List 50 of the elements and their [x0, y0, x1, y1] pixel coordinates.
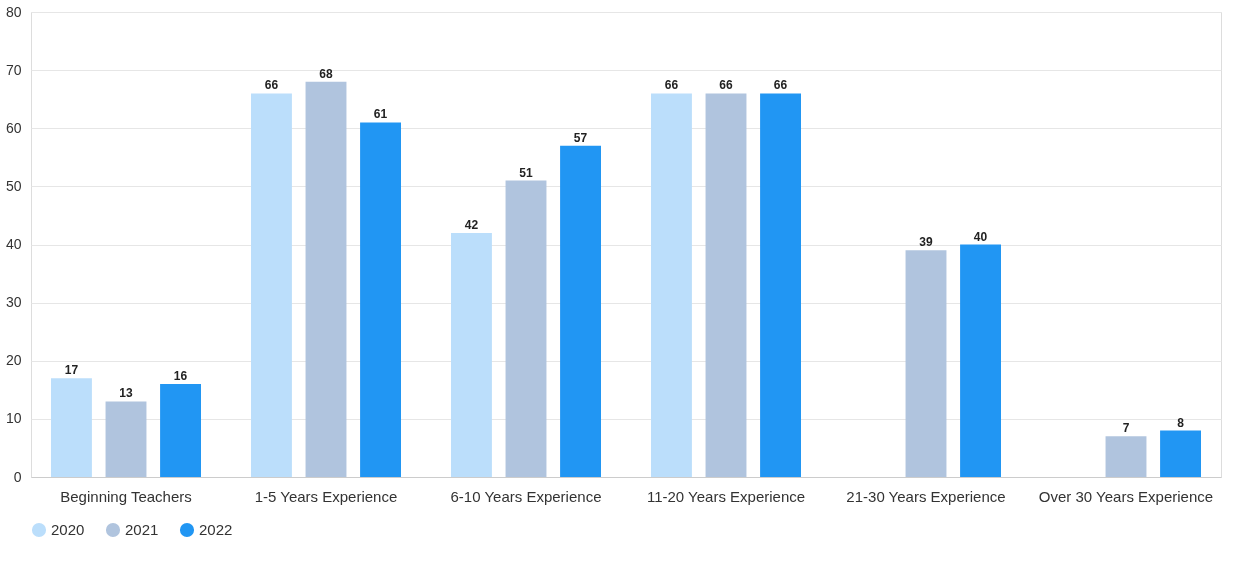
bar [1160, 430, 1201, 477]
x-tick-label: 6-10 Years Experience [450, 487, 602, 505]
data-label: 66 [773, 78, 788, 93]
data-label: 51 [519, 165, 533, 180]
bar [505, 180, 547, 477]
data-label: 57 [573, 130, 588, 145]
y-tick-label: 50 [5, 177, 22, 194]
data-label: 13 [119, 386, 133, 401]
data-label: 7 [1122, 421, 1130, 436]
y-tick-label: 30 [5, 294, 22, 311]
bar [51, 378, 92, 477]
data-label: 40 [973, 229, 988, 244]
bar [160, 384, 201, 477]
y-tick-label: 40 [5, 236, 22, 252]
data-label: 61 [373, 107, 388, 122]
data-label: 16 [173, 369, 188, 383]
bar [105, 401, 147, 477]
data-label: 39 [919, 235, 933, 250]
data-label: 17 [64, 363, 79, 378]
data-label: 8 [1177, 415, 1185, 430]
bar [451, 232, 492, 477]
bar [760, 93, 801, 477]
data-label: 68 [319, 66, 333, 81]
x-tick-label: Over 30 Years Experience [1038, 487, 1214, 505]
x-tick-label: Beginning Teachers [60, 487, 192, 505]
bar [305, 81, 347, 477]
x-tick-label: 21-30 Years Experience [846, 487, 1006, 505]
bar [905, 250, 947, 477]
bar [360, 122, 401, 477]
y-tick-label: 80 [5, 3, 22, 20]
bar [251, 93, 292, 477]
y-tick-label: 20 [5, 352, 22, 369]
bar [705, 93, 747, 477]
bar [1105, 436, 1147, 477]
y-tick-label: 0 [13, 468, 22, 485]
data-label: 42 [464, 217, 479, 232]
y-tick-label: 10 [5, 410, 22, 427]
bar [960, 244, 1001, 477]
x-tick-label: 1-5 Years Experience [254, 487, 398, 505]
legend-label: 2020 [51, 521, 85, 538]
data-label: 66 [719, 78, 733, 93]
y-tick-label: 70 [5, 61, 22, 78]
data-label: 66 [664, 78, 679, 93]
bar [560, 145, 601, 477]
data-label: 66 [264, 78, 279, 93]
legend-label: 2021 [125, 521, 159, 538]
x-tick-label: 11-20 Years Experience [646, 487, 806, 505]
bar [651, 93, 692, 477]
legend-label: 2022 [199, 521, 233, 538]
y-tick-label: 60 [5, 119, 22, 136]
